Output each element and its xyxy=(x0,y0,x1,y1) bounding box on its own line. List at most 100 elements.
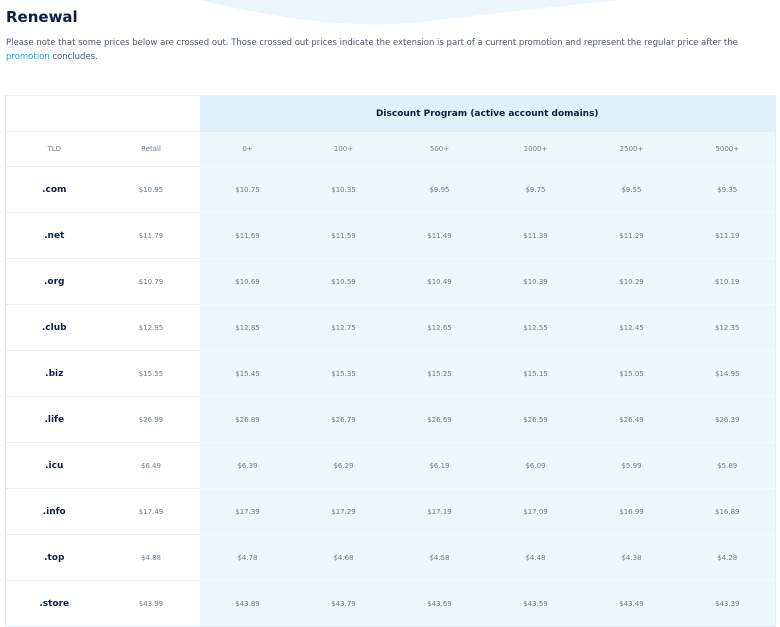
promotion-link[interactable]: promotion xyxy=(6,51,50,62)
table-row: .life $26.99 $26.89 $26.79 $26.69 $26.59 $26.4… xyxy=(5,396,776,443)
discount-price-cell: $4.28 xyxy=(679,534,776,581)
column-header-tier-1000: 1000+ xyxy=(487,131,584,167)
discount-price-cell: $12.85 xyxy=(199,304,296,351)
tld-cell: .org xyxy=(5,258,103,305)
discount-price-cell: $4.38 xyxy=(583,534,680,581)
discount-price-cell: $43.69 xyxy=(391,580,488,627)
note-text: Please note that some prices below are c… xyxy=(6,38,738,48)
discount-price-cell: $10.75 xyxy=(199,166,296,213)
column-header-tier-2500: 2500+ xyxy=(583,131,680,167)
discount-price-cell: $43.89 xyxy=(199,580,296,627)
discount-price-cell: $5.99 xyxy=(583,442,680,489)
discount-price-cell: $5.89 xyxy=(679,442,776,489)
discount-price-cell: $12.75 xyxy=(295,304,392,351)
discount-price-cell: $10.19 xyxy=(679,258,776,305)
column-header-tier-500: 500+ xyxy=(391,131,488,167)
column-header-tld: TLD xyxy=(5,131,103,167)
table-row: .info $17.49 $17.39 $17.29 $17.19 $17.09 $16.9… xyxy=(5,488,776,535)
discount-price-cell: $26.79 xyxy=(295,396,392,443)
discount-price-cell: $10.59 xyxy=(295,258,392,305)
discount-price-cell: $15.15 xyxy=(487,350,584,397)
tld-cell: .top xyxy=(5,534,103,581)
column-header-tier-100: 100+ xyxy=(295,131,392,167)
discount-price-cell: $12.45 xyxy=(583,304,680,351)
table-row: .org $10.79 $10.69 $10.59 $10.49 $10.39 $10.29… xyxy=(5,258,776,305)
discount-price-cell: $43.59 xyxy=(487,580,584,627)
discount-price-cell: $15.25 xyxy=(391,350,488,397)
group-header-blank xyxy=(5,95,200,132)
discount-price-cell: $11.49 xyxy=(391,212,488,259)
table-row: .icu $6.49 $6.39 $6.29 $6.19 $6.09 $5.99 $5.89 xyxy=(5,442,776,489)
discount-price-cell: $10.69 xyxy=(199,258,296,305)
table-row: .top $4.88 $4.78 $4.68 $4.58 $4.48 $4.38 $4.28 xyxy=(5,534,776,581)
discount-price-cell: $6.29 xyxy=(295,442,392,489)
discount-price-cell: $9.35 xyxy=(679,166,776,213)
retail-price-cell: $11.79 xyxy=(102,212,200,259)
discount-price-cell: $43.79 xyxy=(295,580,392,627)
discount-price-cell: $6.39 xyxy=(199,442,296,489)
discount-price-cell: $17.39 xyxy=(199,488,296,535)
discount-price-cell: $15.05 xyxy=(583,350,680,397)
discount-price-cell: $43.49 xyxy=(583,580,680,627)
discount-price-cell: $6.09 xyxy=(487,442,584,489)
discount-price-cell: $15.45 xyxy=(199,350,296,397)
retail-price-cell: $4.88 xyxy=(102,534,200,581)
retail-price-cell: $26.99 xyxy=(102,396,200,443)
table-row: .biz $15.55 $15.45 $15.35 $15.25 $15.15 $15.05… xyxy=(5,350,776,397)
retail-price-cell: $12.95 xyxy=(102,304,200,351)
discount-price-cell: $17.29 xyxy=(295,488,392,535)
retail-price-cell: $10.79 xyxy=(102,258,200,305)
discount-price-cell: $26.89 xyxy=(199,396,296,443)
tld-cell: .biz xyxy=(5,350,103,397)
tld-cell: .store xyxy=(5,580,103,627)
renewal-price-table: Discount Program (active account domains… xyxy=(5,95,776,627)
discount-price-cell: $15.35 xyxy=(295,350,392,397)
page-title: Renewal xyxy=(6,8,78,26)
discount-price-cell: $4.58 xyxy=(391,534,488,581)
discount-price-cell: $10.35 xyxy=(295,166,392,213)
discount-price-cell: $4.48 xyxy=(487,534,584,581)
retail-price-cell: $6.49 xyxy=(102,442,200,489)
retail-price-cell: $43.99 xyxy=(102,580,200,627)
discount-price-cell: $11.59 xyxy=(295,212,392,259)
tld-cell: .life xyxy=(5,396,103,443)
discount-price-cell: $16.99 xyxy=(583,488,680,535)
discount-price-cell: $10.39 xyxy=(487,258,584,305)
discount-price-cell: $4.68 xyxy=(295,534,392,581)
discount-price-cell: $6.19 xyxy=(391,442,488,489)
table-row: .net $11.79 $11.69 $11.59 $11.49 $11.39 $11.29… xyxy=(5,212,776,259)
discount-price-cell: $14.95 xyxy=(679,350,776,397)
tld-cell: .com xyxy=(5,166,103,213)
background-swoosh xyxy=(0,0,780,40)
discount-price-cell: $11.29 xyxy=(583,212,680,259)
discount-price-cell: $10.49 xyxy=(391,258,488,305)
tld-cell: .info xyxy=(5,488,103,535)
tld-cell: .icu xyxy=(5,442,103,489)
discount-price-cell: $26.49 xyxy=(583,396,680,443)
discount-price-cell: $43.39 xyxy=(679,580,776,627)
note-text-end: concludes. xyxy=(52,51,98,62)
retail-price-cell: $17.49 xyxy=(102,488,200,535)
retail-price-cell: $15.55 xyxy=(102,350,200,397)
discount-price-cell: $26.59 xyxy=(487,396,584,443)
group-header-row: Discount Program (active account domains… xyxy=(5,95,776,132)
tld-cell: .club xyxy=(5,304,103,351)
discount-price-cell: $4.78 xyxy=(199,534,296,581)
table-row: .com $10.95 $10.75 $10.35 $9.95 $9.75 $9.55 $9.… xyxy=(5,166,776,213)
discount-price-cell: $12.35 xyxy=(679,304,776,351)
discount-price-cell: $11.69 xyxy=(199,212,296,259)
discount-price-cell: $26.69 xyxy=(391,396,488,443)
promotion-note: Please note that some prices below are c… xyxy=(6,37,766,64)
discount-price-cell: $9.95 xyxy=(391,166,488,213)
discount-price-cell: $11.39 xyxy=(487,212,584,259)
column-header-tier-0: 0+ xyxy=(199,131,296,167)
discount-price-cell: $11.19 xyxy=(679,212,776,259)
table-row: .store $43.99 $43.89 $43.79 $43.69 $43.59 $43.… xyxy=(5,580,776,627)
discount-price-cell: $12.55 xyxy=(487,304,584,351)
discount-price-cell: $9.55 xyxy=(583,166,680,213)
retail-price-cell: $10.95 xyxy=(102,166,200,213)
discount-price-cell: $16.89 xyxy=(679,488,776,535)
table-row: .club $12.95 $12.85 $12.75 $12.65 $12.55 $12.4… xyxy=(5,304,776,351)
column-header-retail: Retail xyxy=(102,131,200,167)
discount-price-cell: $17.09 xyxy=(487,488,584,535)
